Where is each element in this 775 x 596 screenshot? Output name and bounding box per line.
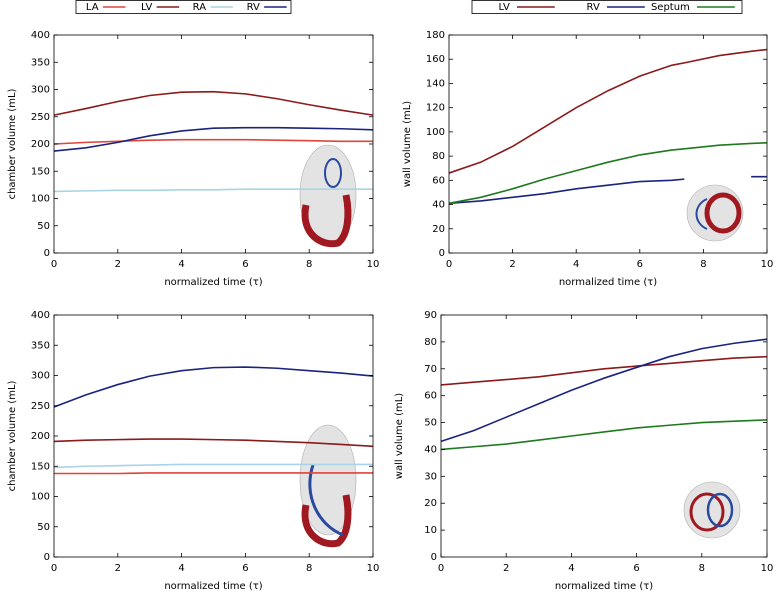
plot-frame bbox=[440, 314, 768, 558]
legend-box bbox=[75, 0, 292, 14]
y-tick-label: 100 bbox=[426, 127, 445, 138]
series-line bbox=[440, 338, 768, 443]
x-tick-label: 6 bbox=[242, 563, 248, 574]
y-tick-label: 50 bbox=[37, 221, 50, 232]
x-tick-label: 4 bbox=[568, 563, 574, 574]
y-tick-label: 90 bbox=[424, 310, 437, 321]
x-tick-label: 8 bbox=[700, 259, 706, 270]
y-tick-label: 250 bbox=[31, 401, 50, 412]
x-tick-label: 0 bbox=[51, 259, 57, 270]
x-tick-label: 0 bbox=[446, 259, 452, 270]
x-tick-label: 2 bbox=[503, 563, 509, 574]
series-line bbox=[448, 141, 768, 205]
y-tick-label: 100 bbox=[31, 492, 50, 503]
y-tick-label: 350 bbox=[31, 340, 50, 351]
y-tick-label: 40 bbox=[432, 200, 445, 211]
y-tick-label: 0 bbox=[431, 552, 437, 563]
heart-image bbox=[683, 481, 741, 539]
y-axis-label: wall volume (mL) bbox=[402, 101, 413, 187]
y-tick-label: 40 bbox=[424, 444, 437, 455]
y-tick-label: 400 bbox=[31, 310, 50, 321]
series-line bbox=[53, 90, 374, 116]
x-axis-label: normalized time (τ) bbox=[164, 277, 262, 288]
series-line bbox=[448, 48, 768, 174]
legend-label: Septum bbox=[651, 2, 690, 13]
legend-label: RV bbox=[247, 2, 260, 13]
x-tick-label: 0 bbox=[438, 563, 444, 574]
x-tick-label: 8 bbox=[699, 563, 705, 574]
y-tick-label: 60 bbox=[432, 175, 445, 186]
y-tick-label: 400 bbox=[31, 30, 50, 41]
y-tick-label: 70 bbox=[424, 364, 437, 375]
y-axis-label: chamber volume (mL) bbox=[7, 380, 18, 491]
x-tick-label: 2 bbox=[115, 563, 121, 574]
y-tick-label: 50 bbox=[424, 418, 437, 429]
legend-label: RV bbox=[587, 2, 600, 13]
x-tick-label: 8 bbox=[306, 259, 312, 270]
y-tick-label: 200 bbox=[31, 139, 50, 150]
x-tick-label: 4 bbox=[178, 563, 184, 574]
series-line bbox=[53, 366, 374, 408]
y-tick-label: 350 bbox=[31, 57, 50, 68]
y-tick-label: 30 bbox=[424, 471, 437, 482]
x-axis-label: normalized time (τ) bbox=[559, 277, 657, 288]
x-tick-label: 10 bbox=[761, 563, 774, 574]
y-tick-label: 10 bbox=[424, 525, 437, 536]
x-tick-label: 10 bbox=[761, 259, 774, 270]
x-tick-label: 2 bbox=[115, 259, 121, 270]
legend-label: LA bbox=[86, 2, 99, 13]
x-tick-label: 10 bbox=[367, 259, 380, 270]
y-tick-label: 80 bbox=[424, 337, 437, 348]
y-tick-label: 20 bbox=[432, 224, 445, 235]
y-tick-label: 100 bbox=[31, 194, 50, 205]
y-tick-label: 180 bbox=[426, 30, 445, 41]
heart-image bbox=[686, 184, 744, 242]
y-tick-label: 140 bbox=[426, 78, 445, 89]
x-axis-label: normalized time (τ) bbox=[555, 581, 653, 592]
y-axis-label: chamber volume (mL) bbox=[7, 88, 18, 199]
y-tick-label: 0 bbox=[44, 248, 50, 259]
x-tick-label: 4 bbox=[573, 259, 579, 270]
legend-label: RA bbox=[193, 2, 207, 13]
y-tick-label: 50 bbox=[37, 522, 50, 533]
series-line bbox=[440, 419, 768, 451]
y-tick-label: 20 bbox=[424, 498, 437, 509]
y-tick-label: 120 bbox=[426, 103, 445, 114]
legend-label: LV bbox=[141, 2, 152, 13]
y-tick-label: 300 bbox=[31, 371, 50, 382]
y-axis-label: wall volume (mL) bbox=[394, 393, 405, 479]
heart-image bbox=[299, 144, 357, 248]
x-tick-label: 6 bbox=[242, 259, 248, 270]
series-line bbox=[53, 438, 374, 448]
y-tick-label: 0 bbox=[44, 552, 50, 563]
y-tick-label: 80 bbox=[432, 151, 445, 162]
x-tick-label: 6 bbox=[633, 563, 639, 574]
y-tick-label: 300 bbox=[31, 85, 50, 96]
legend-label: LV bbox=[498, 2, 509, 13]
series-line bbox=[53, 126, 374, 152]
x-axis-label: normalized time (τ) bbox=[164, 581, 262, 592]
plot-frame bbox=[448, 34, 768, 254]
x-tick-label: 10 bbox=[367, 563, 380, 574]
y-tick-label: 0 bbox=[439, 248, 445, 259]
x-tick-label: 8 bbox=[306, 563, 312, 574]
series-line bbox=[54, 472, 373, 475]
y-tick-label: 200 bbox=[31, 431, 50, 442]
series-line bbox=[53, 188, 373, 193]
series-line bbox=[448, 175, 767, 205]
heart-image bbox=[299, 424, 357, 548]
y-tick-label: 150 bbox=[31, 461, 50, 472]
series-line bbox=[440, 355, 768, 386]
x-tick-label: 0 bbox=[51, 563, 57, 574]
x-tick-label: 4 bbox=[178, 259, 184, 270]
y-tick-label: 160 bbox=[426, 54, 445, 65]
series-line bbox=[53, 138, 373, 145]
series-line bbox=[53, 463, 373, 469]
y-tick-label: 150 bbox=[31, 166, 50, 177]
y-tick-label: 250 bbox=[31, 112, 50, 123]
y-tick-label: 60 bbox=[424, 391, 437, 402]
x-tick-label: 2 bbox=[509, 259, 515, 270]
x-tick-label: 6 bbox=[637, 259, 643, 270]
